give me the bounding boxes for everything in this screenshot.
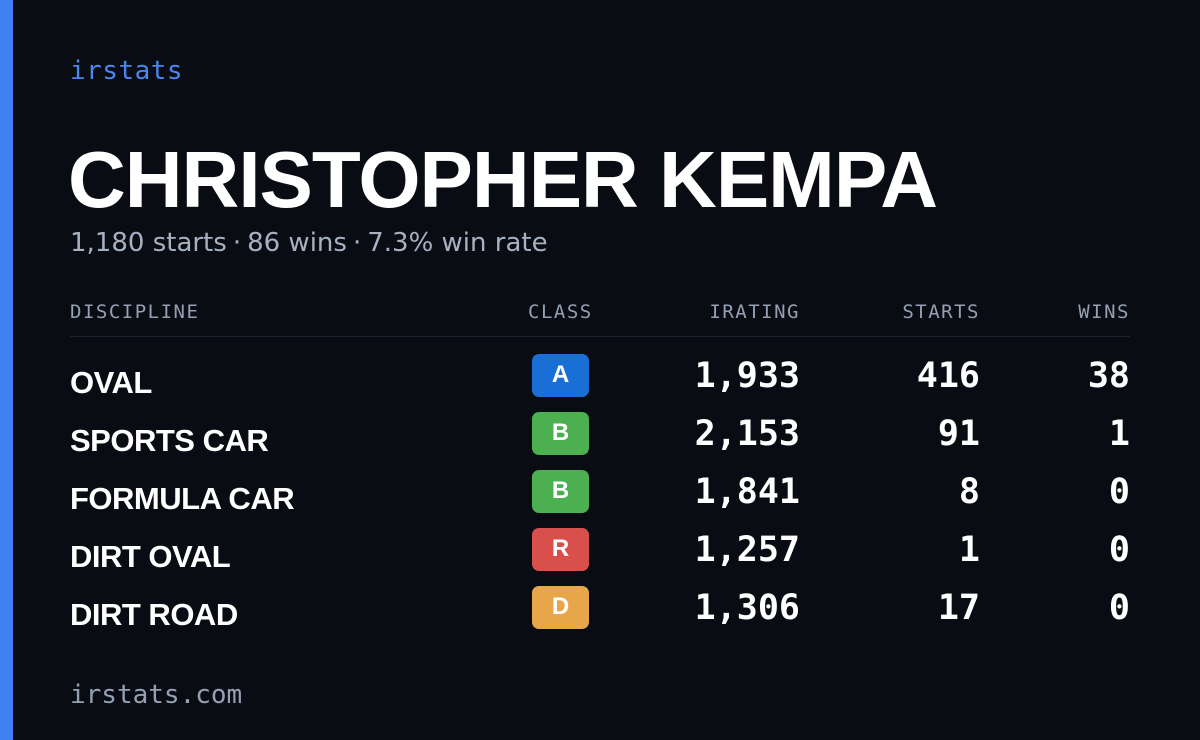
wins-value: 0 <box>1108 588 1130 628</box>
wins-value: 0 <box>1108 472 1130 512</box>
accent-bar <box>0 0 13 740</box>
driver-summary: 1,180 starts · 86 wins · 7.3% win rate <box>70 228 548 258</box>
starts-value: 17 <box>937 588 980 628</box>
discipline-name: DIRT ROAD <box>70 597 238 632</box>
license-class-badge: B <box>532 412 589 455</box>
wins-value: 0 <box>1108 530 1130 570</box>
irating-value: 1,841 <box>694 472 800 512</box>
footer-url: irstats.com <box>70 680 243 710</box>
discipline-name: DIRT OVAL <box>70 539 231 574</box>
table-row: FORMULA CAR B 1,841 8 0 <box>70 453 1130 516</box>
summary-wins: 86 wins <box>247 228 347 258</box>
wins-value: 38 <box>1087 356 1130 396</box>
column-header-wins: WINS <box>1078 301 1130 323</box>
column-header-irating: IRATING <box>709 301 800 323</box>
starts-value: 91 <box>937 414 980 454</box>
license-class-badge: R <box>532 528 589 571</box>
license-class-badge: B <box>532 470 589 513</box>
irating-value: 2,153 <box>694 414 800 454</box>
license-class-badge: D <box>532 586 589 629</box>
summary-starts: 1,180 starts <box>70 228 227 258</box>
starts-value: 416 <box>916 356 980 396</box>
wins-value: 1 <box>1108 414 1130 454</box>
discipline-name: FORMULA CAR <box>70 481 295 516</box>
column-header-starts: STARTS <box>902 301 980 323</box>
table-row: DIRT ROAD D 1,306 17 0 <box>70 569 1130 632</box>
summary-win-rate: 7.3% win rate <box>367 228 548 258</box>
license-class-badge: A <box>532 354 589 397</box>
discipline-name: SPORTS CAR <box>70 423 269 458</box>
column-header-class: CLASS <box>528 301 593 323</box>
irating-value: 1,306 <box>694 588 800 628</box>
summary-separator: · <box>352 228 362 258</box>
column-header-discipline: DISCIPLINE <box>70 301 200 323</box>
table-row: SPORTS CAR B 2,153 91 1 <box>70 395 1130 458</box>
discipline-stats-table: DISCIPLINE CLASS IRATING STARTS WINS OVA… <box>70 296 1130 632</box>
driver-name: CHRISTOPHER KEMPA <box>68 135 938 224</box>
starts-value: 8 <box>958 472 980 512</box>
irating-value: 1,933 <box>694 356 800 396</box>
irating-value: 1,257 <box>694 530 800 570</box>
brand-logo-text: irstats <box>70 56 184 86</box>
table-row: OVAL A 1,933 416 38 <box>70 337 1130 400</box>
discipline-name: OVAL <box>70 365 152 400</box>
summary-separator: · <box>232 228 242 258</box>
table-header: DISCIPLINE CLASS IRATING STARTS WINS <box>70 296 1130 337</box>
starts-value: 1 <box>958 530 980 570</box>
table-row: DIRT OVAL R 1,257 1 0 <box>70 511 1130 574</box>
